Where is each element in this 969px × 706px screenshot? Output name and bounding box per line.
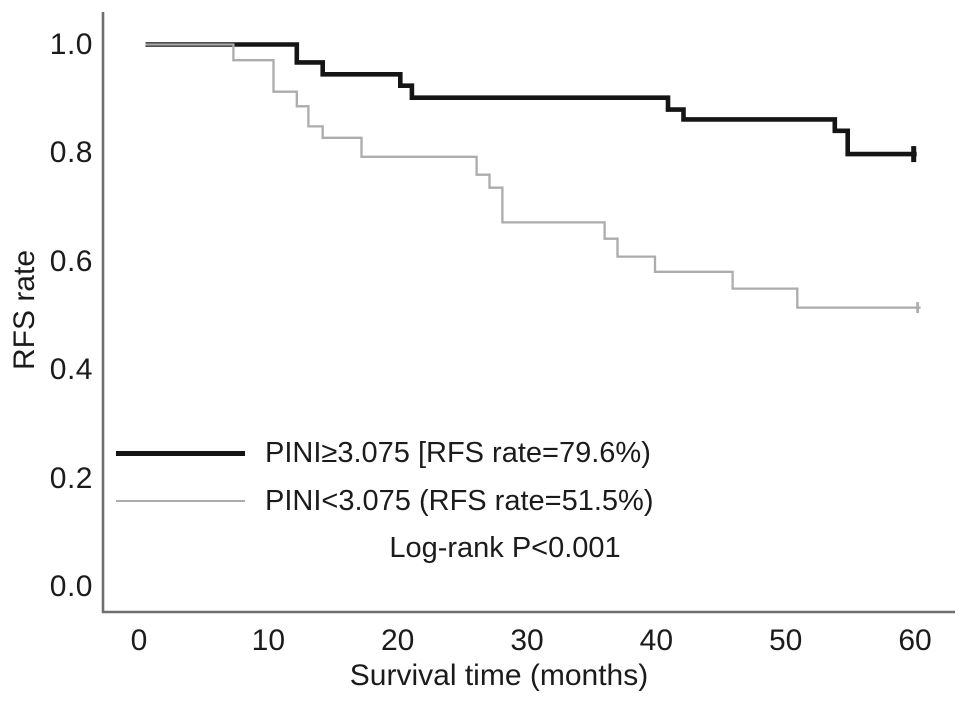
legend-row-high-pini: PINI≥3.075 [RFS rate=79.6%) — [116, 435, 653, 471]
legend-label-low-pini: PINI<3.075 (RFS rate=51.5%) — [265, 484, 654, 517]
y-tick-label: 0.0 — [49, 570, 93, 603]
y-axis-title: RFS rate — [8, 249, 41, 371]
x-tick-label: 20 — [380, 624, 415, 657]
km-curve-low-pini — [145, 43, 921, 309]
y-tick-label: 0.4 — [49, 353, 93, 386]
x-tick-label: 10 — [251, 624, 286, 657]
legend-row-low-pini: PINI<3.075 (RFS rate=51.5%) — [116, 483, 653, 519]
x-tick-label: 60 — [898, 624, 932, 657]
legend-label-high-pini: PINI≥3.075 [RFS rate=79.6%) — [265, 436, 651, 469]
x-tick-label: 0 — [130, 624, 148, 657]
log-rank-annotation: Log-rank P<0.001 — [389, 532, 621, 564]
y-tick-label: 0.6 — [49, 244, 93, 278]
x-tick-label: 50 — [768, 624, 803, 657]
legend-line-high-pini — [116, 450, 245, 456]
y-tick-label: 1.0 — [49, 27, 93, 61]
legend: PINI≥3.075 [RFS rate=79.6%) PINI<3.075 (… — [116, 435, 653, 519]
axis-frame — [101, 12, 955, 614]
km-curve-high-pini — [145, 42, 917, 157]
legend-line-low-pini — [116, 500, 245, 502]
x-axis-title: Survival time (months) — [349, 659, 649, 692]
x-tick-label: 40 — [639, 624, 674, 657]
y-tick-label: 0.2 — [49, 461, 93, 495]
y-tick-label: 0.8 — [49, 136, 93, 169]
x-tick-label: 30 — [510, 624, 544, 657]
